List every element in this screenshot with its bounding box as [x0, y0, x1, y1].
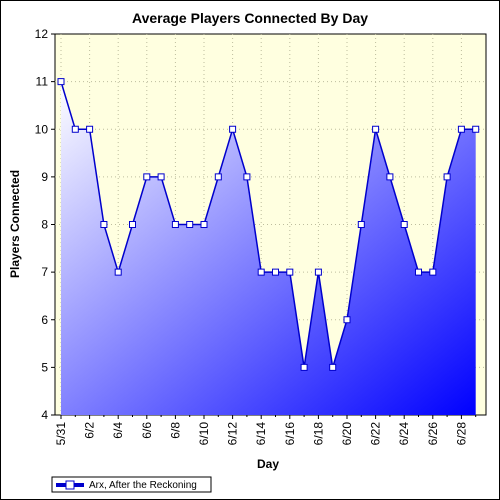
data-point	[443, 173, 451, 181]
data-point	[157, 173, 165, 181]
x-tick-label: 6/10	[197, 422, 211, 446]
y-tick-label: 6	[41, 313, 48, 327]
y-tick-label: 8	[41, 218, 48, 232]
y-tick-label: 9	[41, 170, 48, 184]
y-tick-label: 7	[41, 265, 48, 279]
y-axis-ticks: 4 5 6 7 8 9 10 11 12	[35, 27, 55, 422]
data-point	[329, 363, 337, 371]
data-points	[57, 78, 480, 371]
chart-title: Average Players Connected By Day	[132, 10, 368, 26]
data-point	[200, 221, 208, 228]
x-tick-label: 6/6	[140, 422, 154, 439]
data-point	[86, 125, 94, 133]
data-point	[143, 173, 151, 181]
x-axis-ticks: 5/31 6/2 6/4 6/6 6/8 6/10 6/12 6/14 6/16 6/18 6/20…	[54, 415, 477, 446]
data-point	[286, 268, 294, 276]
data-point	[343, 316, 351, 324]
data-point	[386, 173, 394, 181]
y-tick-label: 12	[35, 27, 49, 41]
y-tick-label: 11	[36, 75, 49, 89]
data-point	[171, 221, 179, 228]
data-point	[214, 173, 222, 181]
x-tick-label: 6/2	[83, 422, 97, 439]
data-point	[314, 268, 322, 276]
y-tick-label: 10	[35, 122, 49, 136]
data-point	[257, 268, 265, 276]
data-point	[372, 125, 380, 133]
data-point	[457, 125, 465, 133]
data-point	[243, 173, 251, 181]
x-tick-label: 6/8	[168, 422, 182, 439]
series-line	[60, 81, 476, 368]
legend: Arx, After the Reckoning	[51, 476, 212, 493]
x-tick-label: 6/16	[283, 422, 297, 446]
data-point	[57, 78, 65, 86]
data-point	[300, 363, 308, 371]
legend-box	[51, 476, 212, 493]
data-point	[186, 221, 194, 228]
data-point	[229, 125, 237, 133]
y-tick-label: 4	[41, 408, 48, 422]
data-point	[357, 221, 365, 228]
data-point	[129, 221, 136, 228]
x-tick-label: 6/14	[254, 422, 268, 446]
x-tick-label: 6/22	[369, 422, 383, 446]
data-point	[400, 221, 408, 228]
x-tick-label: 6/28	[454, 422, 468, 446]
x-tick-label: 6/24	[397, 422, 411, 446]
series-area	[61, 81, 476, 415]
x-axis-label: Day	[257, 457, 279, 471]
data-point	[429, 268, 437, 276]
legend-marker-swatch	[65, 480, 75, 490]
y-tick-label: 5	[41, 360, 48, 374]
data-point	[71, 125, 79, 133]
data-point	[415, 268, 422, 276]
legend-entry: Arx, After the Reckoning	[89, 480, 197, 491]
data-point	[114, 268, 122, 276]
x-tick-label: 6/20	[340, 422, 354, 446]
data-point	[272, 268, 279, 276]
data-point	[100, 221, 108, 228]
data-point	[472, 125, 480, 133]
y-axis-label: Players Connected	[8, 170, 22, 278]
x-tick-label: 6/12	[226, 422, 240, 446]
x-tick-label: 5/31	[54, 422, 68, 446]
x-tick-label: 6/26	[426, 422, 440, 446]
x-tick-label: 6/18	[311, 422, 325, 446]
x-tick-label: 6/4	[111, 422, 125, 439]
